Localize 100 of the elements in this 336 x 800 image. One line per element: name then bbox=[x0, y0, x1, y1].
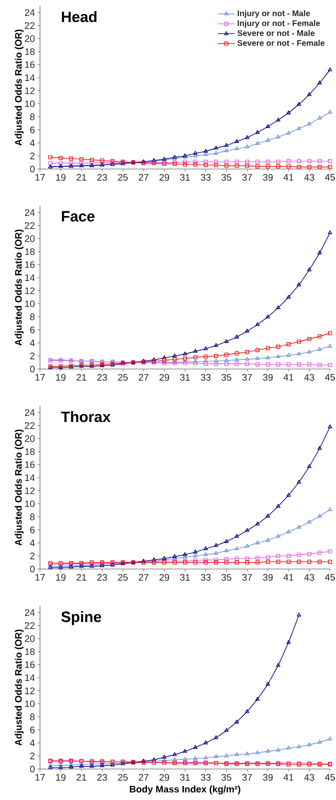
x-tick-label: 39 bbox=[262, 774, 273, 781]
y-tick-label: 4 bbox=[30, 140, 35, 146]
y-tick-label: 6 bbox=[30, 126, 35, 134]
x-tick-label: 35 bbox=[222, 774, 232, 781]
y-tick-label: 10 bbox=[25, 100, 35, 108]
y-tick-label: 2 bbox=[30, 552, 35, 560]
x-tick-label: 45 bbox=[324, 174, 335, 181]
y-tick-label: 22 bbox=[24, 622, 35, 629]
x-tick-label: 43 bbox=[304, 574, 314, 581]
y-tick-label: 14 bbox=[25, 74, 35, 81]
x-tick-label: 25 bbox=[118, 574, 128, 581]
x-tick-label: 33 bbox=[200, 174, 211, 181]
y-tick-label: 0 bbox=[30, 166, 35, 172]
y-tick-label: 4 bbox=[30, 540, 35, 546]
x-tick-label: 17 bbox=[35, 574, 45, 581]
y-tick-label: 10 bbox=[25, 500, 35, 508]
y-tick-label: 20 bbox=[24, 35, 35, 42]
x-tick-label: 27 bbox=[138, 374, 148, 381]
y-tick-label: 16 bbox=[25, 661, 35, 668]
x-tick-label: 19 bbox=[56, 174, 66, 181]
y-tick-label: 12 bbox=[25, 687, 35, 694]
y-tick-label: 22 bbox=[24, 22, 35, 29]
chart-title: Thorax bbox=[61, 411, 111, 422]
x-tick-label: 27 bbox=[138, 574, 148, 581]
y-tick-label: 22 bbox=[24, 422, 35, 429]
x-tick-label: 23 bbox=[97, 574, 107, 581]
x-tick-label: 21 bbox=[76, 574, 86, 581]
x-tick-label: 39 bbox=[262, 174, 273, 181]
y-tick-label: 20 bbox=[24, 235, 35, 242]
y-axis-title: Adjusted Odds Ratio (OR) bbox=[14, 30, 24, 146]
legend-label: Severe or not - Female bbox=[237, 40, 325, 46]
y-tick-label: 14 bbox=[25, 474, 35, 481]
y-tick-label: 8 bbox=[30, 113, 35, 120]
y-tick-label: 2 bbox=[30, 152, 35, 160]
y-tick-label: 14 bbox=[25, 674, 35, 681]
y-axis-title: Adjusted Odds Ratio (OR) bbox=[14, 430, 24, 546]
y-tick-label: 18 bbox=[25, 48, 35, 55]
x-tick-label: 31 bbox=[180, 174, 190, 181]
y-tick-label: 22 bbox=[24, 222, 35, 229]
x-tick-label: 41 bbox=[284, 574, 294, 581]
y-tick-label: 4 bbox=[30, 340, 35, 346]
y-tick-label: 12 bbox=[25, 287, 35, 294]
x-tick-label: 17 bbox=[35, 374, 45, 381]
x-tick-label: 35 bbox=[222, 174, 232, 181]
y-tick-label: 20 bbox=[24, 435, 35, 442]
x-tick-label: 33 bbox=[200, 774, 211, 781]
y-tick-label: 12 bbox=[25, 87, 35, 94]
x-tick-label: 21 bbox=[76, 374, 86, 381]
y-tick-label: 24 bbox=[24, 209, 35, 216]
x-tick-label: 17 bbox=[35, 774, 45, 781]
y-tick-label: 4 bbox=[30, 740, 35, 746]
y-tick-label: 0 bbox=[30, 566, 35, 572]
legend-label: Injury or not - Male bbox=[238, 10, 310, 18]
x-tick-label: 35 bbox=[222, 374, 232, 381]
x-tick-label: 37 bbox=[242, 774, 252, 781]
chart-title: Spine bbox=[61, 611, 102, 626]
y-tick-label: 10 bbox=[25, 300, 35, 308]
y-tick-label: 0 bbox=[30, 366, 35, 372]
y-tick-label: 18 bbox=[25, 648, 35, 655]
x-tick-label: 31 bbox=[180, 374, 190, 381]
x-tick-label: 45 bbox=[324, 774, 335, 781]
x-tick-label: 37 bbox=[242, 374, 252, 381]
x-tick-label: 27 bbox=[138, 174, 148, 181]
y-tick-label: 8 bbox=[30, 513, 35, 520]
y-tick-label: 20 bbox=[24, 635, 35, 642]
x-tick-label: 29 bbox=[159, 574, 170, 581]
x-tick-label: 33 bbox=[200, 574, 211, 581]
x-axis-title: Body Mass Index (kg/m²) bbox=[130, 786, 240, 794]
x-tick-label: 21 bbox=[76, 774, 86, 781]
y-tick-label: 6 bbox=[30, 326, 35, 334]
y-tick-label: 8 bbox=[30, 313, 35, 320]
x-tick-label: 39 bbox=[262, 574, 273, 581]
x-tick-label: 29 bbox=[159, 774, 170, 781]
y-tick-label: 16 bbox=[25, 61, 35, 68]
x-tick-label: 35 bbox=[222, 574, 232, 581]
x-tick-label: 43 bbox=[304, 174, 314, 181]
x-tick-label: 31 bbox=[180, 574, 190, 581]
x-tick-label: 37 bbox=[242, 174, 252, 181]
x-tick-label: 43 bbox=[304, 374, 314, 381]
chart-title: Head bbox=[62, 11, 96, 22]
chart-title: Face bbox=[62, 211, 94, 222]
x-tick-label: 29 bbox=[159, 174, 170, 181]
x-tick-label: 29 bbox=[159, 374, 170, 381]
y-tick-label: 16 bbox=[25, 261, 35, 268]
y-tick-label: 18 bbox=[25, 248, 35, 255]
y-tick-label: 2 bbox=[30, 752, 35, 760]
y-tick-label: 6 bbox=[30, 526, 35, 534]
x-tick-label: 41 bbox=[284, 174, 294, 181]
y-tick-label: 6 bbox=[30, 726, 35, 734]
y-tick-label: 24 bbox=[24, 609, 35, 616]
x-tick-label: 43 bbox=[304, 774, 314, 781]
y-tick-label: 24 bbox=[24, 409, 35, 416]
x-tick-label: 19 bbox=[56, 774, 66, 781]
legend-label: Injury or not - Female bbox=[238, 20, 320, 28]
x-tick-label: 39 bbox=[262, 374, 273, 381]
x-tick-label: 23 bbox=[97, 174, 107, 181]
y-tick-label: 12 bbox=[25, 487, 35, 494]
x-tick-label: 41 bbox=[284, 374, 294, 381]
x-tick-label: 25 bbox=[118, 374, 128, 381]
x-tick-label: 27 bbox=[138, 774, 148, 781]
